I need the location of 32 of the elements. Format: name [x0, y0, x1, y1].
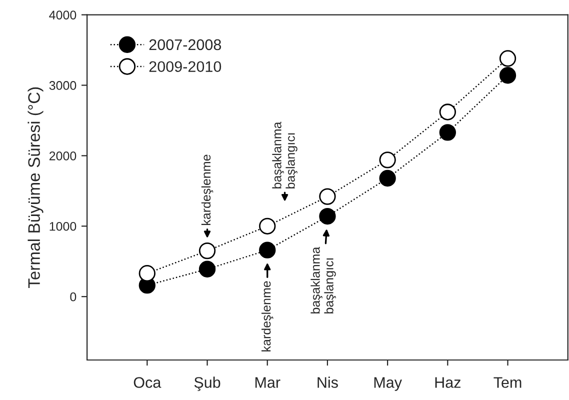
y-axis-title: Termal Büyüme Süresi (°C)	[28, 87, 44, 288]
legend-label: 2009-2010	[149, 61, 222, 72]
point	[198, 260, 216, 278]
annotation: başaklanma başlangıcı	[272, 122, 298, 188]
annotation: başaklanma başlangıcı	[310, 246, 336, 314]
point	[198, 242, 216, 260]
x-tick-label: Oca	[134, 377, 162, 388]
annotation: kardeşlenme	[201, 154, 214, 225]
y-tick-label: 0	[70, 292, 76, 302]
x-tick-label: Haz	[435, 377, 460, 388]
x-tick-label: Şub	[194, 376, 220, 391]
point	[259, 218, 276, 234]
point	[379, 170, 396, 187]
point	[319, 188, 336, 205]
x-tick-label: Nis	[318, 376, 338, 388]
point	[499, 67, 516, 84]
y-tick-label: 2000	[49, 152, 76, 160]
y-tick-label: 1000	[50, 222, 76, 231]
x-tick-label: Mar	[255, 377, 280, 388]
x-tick-label: May	[374, 377, 402, 391]
x-tick-label: Tem	[494, 377, 522, 388]
point	[439, 124, 456, 141]
point	[138, 265, 156, 282]
point	[439, 104, 456, 120]
point	[319, 208, 336, 225]
legend-label: 2007-2008	[149, 39, 222, 50]
y-tick-label: 3000	[49, 81, 76, 90]
point	[379, 152, 396, 168]
point	[259, 242, 276, 258]
annotation: kardeşlenme	[262, 281, 274, 352]
point	[499, 50, 516, 67]
y-tick-label: 4000	[49, 10, 76, 20]
